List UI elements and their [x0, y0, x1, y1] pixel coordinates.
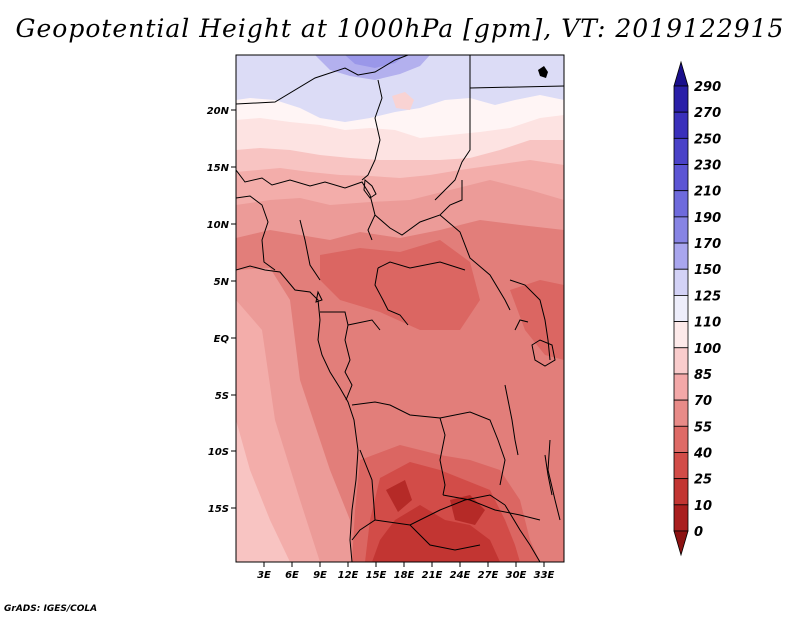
colorbar-label: 125 — [694, 289, 721, 304]
border-north-3 — [469, 85, 564, 89]
lon-label: 30E — [506, 570, 527, 581]
lat-label: EQ — [214, 334, 230, 345]
colorbar-bottom-arrow — [673, 530, 689, 557]
map-plot-area — [236, 55, 564, 562]
colorbar-swatch — [673, 111, 689, 139]
coastline-atlantic — [236, 265, 359, 562]
lake-albert — [514, 319, 529, 331]
border-central-4 — [344, 324, 353, 401]
border-se-1 — [547, 439, 561, 521]
colorbar-swatch — [673, 137, 689, 165]
colorbar-swatch — [673, 216, 689, 244]
lon-label: 18E — [394, 570, 415, 581]
lon-label: 33E — [534, 570, 555, 581]
field-band-north-190 — [345, 55, 405, 68]
lon-label: 21E — [422, 570, 443, 581]
border-south-7 — [409, 524, 481, 551]
lat-label: 15N — [207, 163, 230, 174]
colorbar-label: 70 — [694, 394, 712, 409]
field-patch-blob — [392, 92, 414, 110]
colorbar-label: 210 — [694, 185, 721, 200]
field-band-atlantic-100 — [236, 420, 290, 562]
lat-label: 10S — [208, 447, 229, 458]
island-bioko — [315, 290, 323, 303]
colorbar-swatch — [673, 242, 689, 270]
lake-malawi — [544, 454, 553, 496]
border-south-2 — [439, 411, 506, 486]
colorbar-swatch — [673, 347, 689, 375]
border-south-4 — [374, 494, 506, 526]
colorbar-swatch — [673, 164, 689, 192]
colorbar-label: 85 — [694, 368, 712, 383]
border-west-1 — [236, 195, 276, 271]
lat-label: 15S — [208, 504, 229, 515]
colorbar-swatch — [673, 452, 689, 480]
border-sahel-2 — [374, 180, 463, 236]
colorbar-swatch — [673, 190, 689, 218]
lakes — [315, 178, 556, 496]
border-south-5 — [442, 494, 541, 521]
lon-label: 3E — [257, 570, 271, 581]
lon-label: 6E — [285, 570, 299, 581]
lon-label: 24E — [450, 570, 471, 581]
lat-label: 5N — [214, 277, 230, 288]
lon-label: 27E — [478, 570, 499, 581]
lon-label: 12E — [338, 570, 359, 581]
colorbar-label: 100 — [694, 342, 721, 357]
lon-axis: 3E 6E 9E 12E 15E 18E 21E 24E 27E 30E 33E — [257, 562, 555, 581]
lon-label: 9E — [313, 570, 327, 581]
lake-victoria — [531, 339, 556, 367]
colorbar-swatch — [673, 478, 689, 506]
colorbar-label: 250 — [694, 132, 721, 147]
field-patch-east-40 — [510, 280, 564, 360]
lat-axis: 20N 15N 10N 5N EQ 5S 10S 15S — [207, 106, 236, 515]
colorbar-label: 290 — [694, 80, 721, 95]
colorbar-swatch — [673, 295, 689, 322]
colorbar-label: 40 — [693, 446, 712, 461]
colorbar-label: 0 — [694, 525, 703, 540]
lat-label: 5S — [215, 391, 229, 402]
border-south-6 — [504, 504, 541, 562]
colorbar-swatch — [673, 373, 689, 401]
border-north-1 — [236, 55, 409, 105]
coast-fragment — [538, 66, 548, 78]
colorbar-label: 150 — [694, 263, 721, 278]
border-central-2 — [374, 267, 409, 326]
lon-label: 15E — [366, 570, 387, 581]
colorbar-label: 230 — [694, 159, 721, 174]
colorbar-label: 55 — [694, 420, 712, 435]
border-north-2 — [434, 55, 471, 201]
colorbar-swatch — [673, 268, 689, 296]
border-central-1 — [377, 261, 466, 271]
map-frame — [235, 54, 565, 563]
colorbar-swatch — [673, 321, 689, 349]
lat-label: 20N — [207, 106, 230, 117]
chart-title: Geopotential Height at 1000hPa [gpm], VT… — [15, 14, 785, 43]
border-north-4 — [361, 79, 383, 181]
footer-credit: GrADS: IGES/COLA — [4, 604, 98, 614]
field-patch-south-dark-a — [386, 480, 412, 512]
colorbar-top-arrow — [673, 60, 689, 87]
colorbar-swatch — [673, 425, 689, 453]
colorbar-label: 25 — [694, 473, 712, 488]
lat-label: 10N — [207, 220, 230, 231]
colorbar-swatch — [673, 85, 689, 113]
border-east-1 — [439, 214, 511, 311]
lake-tanganyika — [504, 384, 519, 456]
colorbar-label: 270 — [694, 106, 721, 121]
border-west-2 — [299, 219, 321, 281]
colorbar-label: 170 — [694, 237, 721, 252]
colorbar: 2902702502302101901701501251101008570554… — [673, 60, 721, 557]
colorbar-label: 110 — [694, 316, 721, 331]
colorbar-label: 10 — [694, 499, 712, 514]
colorbar-swatch — [673, 399, 689, 427]
lake-chad — [363, 178, 377, 199]
colorbar-swatch — [673, 504, 689, 532]
field-band-north-150 — [236, 55, 564, 122]
colorbar-label: 190 — [694, 211, 721, 226]
